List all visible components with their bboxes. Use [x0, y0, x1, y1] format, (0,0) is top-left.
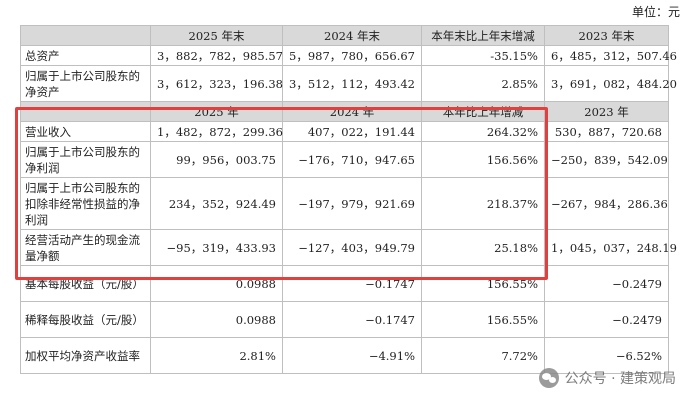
table-cell: 6，485，312，507.46: [544, 45, 677, 66]
table-row: 加权平均净资产收益率 2.81% −4.91% 7.72% −6.52%: [20, 337, 669, 374]
header-cell: [20, 25, 151, 46]
header-cell: 本年比上年增减: [421, 101, 545, 122]
table-cell: 5，987，780，656.67: [282, 45, 422, 66]
header-cell: 2023 年末: [544, 25, 669, 46]
table-cell: 0.0988: [150, 301, 283, 338]
table-cell: 3，691，082，484.20: [544, 65, 677, 102]
table-row: 基本每股收益（元/股） 0.0988 −0.1747 156.55% −0.24…: [20, 265, 669, 302]
table-cell: 264.32%: [421, 121, 545, 142]
table-cell: 156.56%: [421, 141, 545, 178]
table-cell: 0.0988: [150, 265, 283, 302]
table-cell: −95，319，433.93: [150, 229, 283, 266]
table-cell: −6.52%: [544, 337, 669, 374]
row-label: 经营活动产生的现金流量净额: [20, 229, 151, 266]
header-row-year-end: 2025 年末 2024 年末 本年末比上年末增减 2023 年末: [20, 25, 669, 46]
table-cell: 156.55%: [421, 301, 545, 338]
header-row-year: 2025 年 2024 年 本年比上年增减 2023 年: [20, 101, 669, 122]
table-cell: 7.72%: [421, 337, 545, 374]
table-row: 归属于上市公司股东的净利润 99，956，003.75 −176，710，947…: [20, 141, 669, 178]
table-row: 归属于上市公司股东的净资产 3，612，323，196.38 3，512，112…: [20, 65, 677, 102]
table-row: 稀释每股收益（元/股） 0.0988 −0.1747 156.55% −0.24…: [20, 301, 669, 338]
table-row: 经营活动产生的现金流量净额 −95，319，433.93 −127，403，94…: [20, 229, 677, 266]
watermark: 公众号 · 建策观局: [538, 368, 676, 388]
table-cell: 99，956，003.75: [150, 141, 283, 178]
row-label: 基本每股收益（元/股）: [20, 265, 151, 302]
table-cell: −176，710，947.65: [282, 141, 422, 178]
row-label: 归属于上市公司股东的扣除非经常性损益的净利润: [20, 177, 151, 230]
row-label: 稀释每股收益（元/股）: [20, 301, 151, 338]
table-row: 总资产 3，882，782，985.57 5，987，780，656.67 -3…: [20, 45, 677, 66]
header-cell: 2024 年末: [282, 25, 422, 46]
header-cell: 2025 年末: [150, 25, 283, 46]
table-row: 归属于上市公司股东的扣除非经常性损益的净利润 234，352，924.49 −1…: [20, 177, 669, 230]
table-cell: 2.85%: [421, 65, 545, 102]
header-cell: 2024 年: [282, 101, 422, 122]
row-label: 营业收入: [20, 121, 151, 142]
table-cell: 2.81%: [150, 337, 283, 374]
table-cell: −250，839，542.09: [544, 141, 669, 178]
table-cell: 156.55%: [421, 265, 545, 302]
row-label: 归属于上市公司股东的净利润: [20, 141, 151, 178]
table-cell: −0.2479: [544, 265, 669, 302]
header-cell: 本年末比上年末增减: [421, 25, 545, 46]
table-cell: 3，512，112，493.42: [282, 65, 422, 102]
table-cell: −0.1747: [282, 265, 422, 302]
row-label: 总资产: [20, 45, 151, 66]
table-cell: −197，979，921.69: [282, 177, 422, 230]
row-label: 加权平均净资产收益率: [20, 337, 151, 374]
financial-table: 2025 年末 2024 年末 本年末比上年末增减 2023 年末 总资产 3，…: [20, 25, 677, 374]
table-row: 营业收入 1，482，872，299.36 407，022，191.44 264…: [20, 121, 669, 142]
table-cell: −4.91%: [282, 337, 422, 374]
watermark-text: 公众号 · 建策观局: [564, 371, 676, 387]
header-cell: [20, 101, 151, 122]
header-cell: 2025 年: [150, 101, 283, 122]
table-cell: -35.15%: [421, 45, 545, 66]
table-cell: −267，984，286.36: [544, 177, 669, 230]
table-cell: −0.2479: [544, 301, 669, 338]
table-cell: 530，887，720.68: [544, 121, 669, 142]
table-cell: 1，482，872，299.36: [150, 121, 283, 142]
row-label: 归属于上市公司股东的净资产: [20, 65, 151, 102]
wechat-icon: [538, 368, 559, 388]
table-cell: 3，612，323，196.38: [150, 65, 283, 102]
table-cell: 234，352，924.49: [150, 177, 283, 230]
table-cell: −127，403，949.79: [282, 229, 422, 266]
unit-label: 单位：元: [631, 5, 680, 19]
table-cell: 1，045，037，248.19: [544, 229, 677, 266]
table-cell: 25.18%: [421, 229, 545, 266]
table-cell: −0.1747: [282, 301, 422, 338]
table-cell: 407，022，191.44: [282, 121, 422, 142]
header-cell: 2023 年: [544, 101, 669, 122]
table-cell: 218.37%: [421, 177, 545, 230]
table-cell: 3，882，782，985.57: [150, 45, 283, 66]
